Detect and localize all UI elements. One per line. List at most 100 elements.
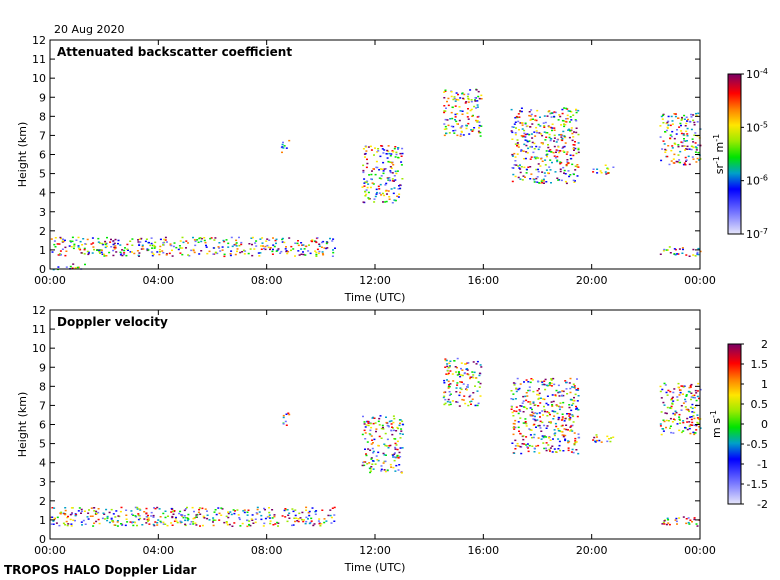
field-pixel (77, 245, 80, 247)
field-pixel (106, 236, 108, 239)
field-pixel (541, 160, 544, 162)
field-pixel (690, 383, 693, 386)
field-pixel (474, 97, 477, 99)
field-pixel (684, 149, 686, 151)
field-pixel (391, 162, 394, 164)
field-pixel (680, 132, 683, 135)
field-pixel (677, 144, 680, 146)
field-pixel (58, 524, 61, 527)
field-pixel (521, 443, 524, 445)
field-pixel (574, 147, 577, 150)
field-pixel (572, 144, 575, 146)
field-pixel (682, 420, 685, 422)
field-pixel (688, 425, 691, 427)
field-pixel (400, 472, 403, 474)
field-pixel (525, 407, 528, 410)
field-pixel (667, 145, 670, 147)
field-pixel (557, 418, 560, 421)
field-pixel (394, 199, 397, 202)
field-pixel (106, 519, 109, 522)
field-pixel (363, 178, 366, 180)
field-pixel (550, 401, 553, 403)
field-pixel (321, 509, 324, 511)
field-pixel (556, 405, 559, 407)
field-pixel (165, 253, 168, 255)
field-pixel (315, 241, 318, 244)
field-pixel (74, 514, 77, 517)
field-pixel (552, 377, 555, 380)
field-pixel (478, 121, 481, 123)
field-pixel (80, 508, 83, 511)
field-pixel (251, 236, 254, 239)
field-pixel (526, 443, 529, 445)
field-pixel (208, 519, 211, 521)
field-pixel (563, 145, 566, 148)
field-pixel (53, 240, 56, 242)
field-pixel (93, 522, 96, 524)
field-pixel (373, 201, 376, 203)
field-pixel (685, 160, 687, 162)
field-pixel (263, 247, 265, 250)
field-pixel (670, 135, 673, 138)
field-pixel (448, 366, 451, 368)
field-pixel (172, 510, 174, 513)
field-pixel (370, 458, 373, 460)
field-pixel (686, 148, 689, 150)
field-pixel (394, 448, 397, 450)
field-pixel (399, 456, 402, 458)
y-tick-label: 1 (39, 514, 46, 527)
field-pixel (372, 468, 375, 470)
field-pixel (559, 449, 562, 452)
field-pixel (670, 405, 673, 408)
field-pixel (572, 154, 575, 157)
field-pixel (533, 418, 536, 421)
field-pixel (381, 424, 384, 427)
field-pixel (156, 251, 159, 253)
field-pixel (154, 507, 157, 510)
field-pixel (676, 129, 678, 131)
field-pixel (397, 148, 399, 150)
field-pixel (183, 509, 186, 512)
field-pixel (168, 252, 171, 255)
field-pixel (60, 237, 62, 240)
field-pixel (280, 250, 283, 253)
field-pixel (151, 254, 154, 257)
field-pixel (287, 250, 290, 253)
field-pixel (463, 93, 466, 96)
field-pixel (50, 516, 52, 519)
field-pixel (551, 404, 554, 406)
field-pixel (84, 523, 87, 525)
field-pixel (574, 437, 577, 440)
field-pixel (690, 418, 693, 421)
field-pixel (138, 238, 141, 240)
field-pixel (232, 509, 235, 511)
field-pixel (370, 457, 373, 459)
field-pixel (523, 132, 526, 135)
field-pixel (375, 428, 378, 430)
field-pixel (365, 189, 368, 191)
field-pixel (459, 375, 462, 378)
field-pixel (305, 516, 308, 519)
field-pixel (659, 253, 662, 255)
field-pixel (198, 507, 201, 509)
x-tick-label: 12:00 (359, 544, 391, 557)
field-pixel (571, 424, 574, 427)
field-pixel (134, 506, 137, 509)
field-pixel (560, 124, 563, 126)
backscatter-colorbar (727, 73, 742, 235)
field-pixel (530, 429, 533, 431)
field-pixel (676, 423, 679, 425)
field-pixel (664, 148, 667, 151)
field-pixel (185, 517, 188, 519)
field-pixel (220, 507, 223, 509)
field-pixel (545, 449, 548, 452)
field-pixel (661, 148, 664, 150)
field-pixel (112, 513, 115, 515)
field-pixel (170, 522, 173, 524)
field-pixel (443, 111, 446, 114)
field-pixel (523, 381, 525, 383)
field-pixel (548, 150, 551, 152)
field-pixel (80, 252, 83, 254)
field-pixel (573, 443, 576, 446)
field-pixel (103, 518, 106, 520)
